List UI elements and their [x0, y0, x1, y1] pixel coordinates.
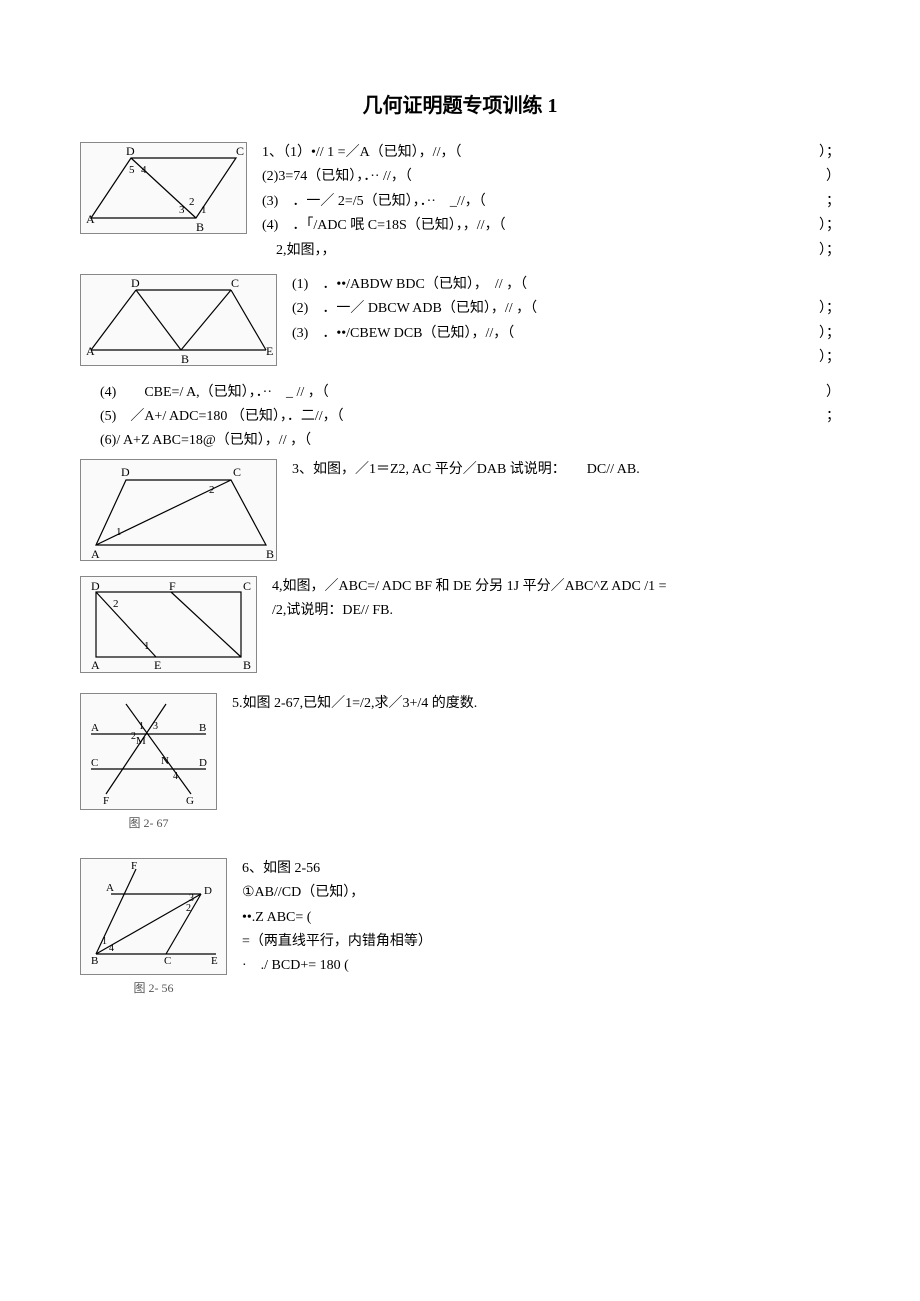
figure-6: F A D B C E 1 4 3 2: [80, 858, 227, 975]
svg-text:B: B: [91, 955, 98, 967]
svg-text:4: 4: [141, 164, 147, 176]
svg-text:E: E: [211, 955, 218, 967]
svg-text:3: 3: [179, 204, 185, 216]
p6-line-3: =（两直线平行，内错角相等）: [242, 931, 840, 953]
figure-6-wrap: F A D B C E 1 4 3 2 图 2- 56: [80, 858, 227, 998]
svg-text:2: 2: [113, 598, 119, 610]
svg-text:C: C: [236, 144, 244, 158]
svg-text:4: 4: [173, 771, 178, 782]
figure-4: D F C A E B 2 1: [80, 576, 257, 673]
problem-3-text: 3、如图，／1＝Z2, AC 平分／DAB 试说明： DC// AB.: [292, 459, 840, 483]
svg-text:B: B: [199, 722, 206, 734]
svg-text:D: D: [204, 885, 212, 897]
svg-text:E: E: [154, 658, 161, 672]
svg-text:D: D: [91, 579, 100, 593]
svg-text:D: D: [199, 757, 207, 769]
svg-text:3: 3: [153, 721, 158, 732]
svg-text:E: E: [266, 344, 273, 358]
problem-6: F A D B C E 1 4 3 2 图 2- 56 6、如图 2-56 ①A…: [80, 858, 840, 998]
svg-text:B: B: [196, 220, 204, 233]
page-title: 几何证明题专项训练 1: [80, 90, 840, 122]
p2e-line-1: (5) ／A+/ ADC=180 （已知），．二//，（: [100, 406, 816, 428]
svg-text:4: 4: [109, 943, 114, 954]
svg-text:1: 1: [201, 204, 207, 216]
svg-text:B: B: [266, 547, 274, 560]
figure-5-caption: 图 2- 67: [80, 814, 217, 833]
svg-text:A: A: [86, 344, 95, 358]
svg-text:C: C: [233, 465, 241, 479]
figure-6-caption: 图 2- 56: [80, 979, 227, 998]
p1-line-0: 1、（1）•// 1 =／A（已知），//，（: [262, 142, 809, 164]
p2-line-5: (1) ．••/ABDW BDC（已知）， // ，（: [292, 274, 830, 296]
problem-1-text: 1、（1）•// 1 =／A（已知），//，（）； (2)3=74（已知），．·…: [262, 142, 840, 264]
figure-5-wrap: A B C D F G M N 1 3 2 4 图 2- 67: [80, 693, 217, 833]
svg-text:B: B: [243, 658, 251, 672]
p6-line-1: ①AB//CD（已知），: [242, 882, 840, 904]
figure-2: A D C B E: [80, 274, 277, 366]
figure-3: A D C B 1 2: [80, 459, 277, 561]
svg-text:D: D: [131, 276, 140, 290]
p2-line-7: (3) ．••/CBEW DCB（已知），//，（: [292, 323, 809, 345]
problem-3: A D C B 1 2 3、如图，／1＝Z2, AC 平分／DAB 试说明： D…: [80, 459, 840, 561]
svg-text:N: N: [161, 755, 169, 767]
p3-line: 3、如图，／1＝Z2, AC 平分／DAB 试说明： DC// AB.: [292, 459, 840, 481]
svg-text:B: B: [181, 352, 189, 365]
svg-text:F: F: [131, 860, 137, 872]
svg-text:1: 1: [139, 721, 144, 732]
figure-5: A B C D F G M N 1 3 2 4: [80, 693, 217, 810]
svg-text:1: 1: [144, 640, 150, 652]
svg-text:2: 2: [131, 731, 136, 742]
svg-text:M: M: [136, 735, 146, 747]
problem-2-text: (1) ．••/ABDW BDC（已知）， // ，（ (2) ．一／ DBCW…: [292, 274, 840, 372]
svg-text:C: C: [243, 579, 251, 593]
p2-line-6: (2) ．一／ DBCW ADB（已知），// ，（: [292, 298, 809, 320]
svg-text:A: A: [91, 547, 100, 560]
svg-text:F: F: [169, 579, 176, 593]
svg-text:C: C: [164, 955, 171, 967]
p6-line-0: 6、如图 2-56: [242, 858, 840, 880]
p1-line-4: 2,如图，，: [262, 240, 809, 262]
p4-line-1: 4,如图，／ABC=/ ADC BF 和 DE 分另 1J 平分／ABC^Z A…: [272, 576, 840, 598]
svg-text:D: D: [121, 465, 130, 479]
p1-line-1: (2)3=74（已知），．·· //，（: [262, 166, 816, 188]
svg-text:A: A: [91, 722, 99, 734]
problem-5: A B C D F G M N 1 3 2 4 图 2- 67 5.如图 2-6…: [80, 693, 840, 833]
problem-5-text: 5.如图 2-67,已知／1=/2,求／3+/4 的度数.: [232, 693, 840, 717]
p6-line-2: ••.Z ABC= (: [242, 907, 840, 929]
svg-text:5: 5: [129, 164, 135, 176]
problem-2: A D C B E (1) ．••/ABDW BDC（已知）， // ，（ (2…: [80, 274, 840, 372]
figure-1: A D C B 4 5 3 2 1: [80, 142, 247, 234]
problem-1: A D C B 4 5 3 2 1 1、（1）•// 1 =／A（已知），//，…: [80, 142, 840, 264]
svg-text:1: 1: [102, 936, 107, 947]
svg-text:C: C: [231, 276, 239, 290]
svg-text:2: 2: [186, 903, 191, 914]
problem-2-extra: (4) CBE=/ A,（已知），．·· _ // ，（） (5) ／A+/ A…: [100, 382, 840, 453]
p2e-line-0: (4) CBE=/ A,（已知），．·· _ // ，（: [100, 382, 816, 404]
problem-4-text: 4,如图，／ABC=/ ADC BF 和 DE 分另 1J 平分／ABC^Z A…: [272, 576, 840, 625]
p6-line-4: · ./ BCD+= 180 (: [242, 955, 840, 977]
svg-text:F: F: [103, 795, 109, 807]
svg-text:G: G: [186, 795, 194, 807]
p1-line-3: (4) ．「/ADC 呡 C=18S（已知），，//，（: [262, 215, 809, 237]
p1-line-2: (3) ．一／ 2=/5（已知），．·· _//，（: [262, 191, 816, 213]
p4-line-2: /2,试说明：DE// FB.: [272, 600, 840, 622]
p2e-line-2: (6)/ A+Z ABC=18@（已知），// ，（: [100, 430, 830, 452]
svg-text:A: A: [106, 882, 114, 894]
svg-text:2: 2: [189, 196, 195, 208]
svg-text:2: 2: [209, 484, 215, 496]
svg-text:1: 1: [116, 526, 122, 538]
svg-text:C: C: [91, 757, 98, 769]
problem-6-text: 6、如图 2-56 ①AB//CD（已知）， ••.Z ABC= ( =（两直线…: [242, 858, 840, 980]
svg-text:D: D: [126, 144, 135, 158]
problem-4: D F C A E B 2 1 4,如图，／ABC=/ ADC BF 和 DE …: [80, 576, 840, 673]
p5-line: 5.如图 2-67,已知／1=/2,求／3+/4 的度数.: [232, 693, 840, 715]
svg-text:A: A: [86, 212, 95, 226]
svg-text:A: A: [91, 658, 100, 672]
